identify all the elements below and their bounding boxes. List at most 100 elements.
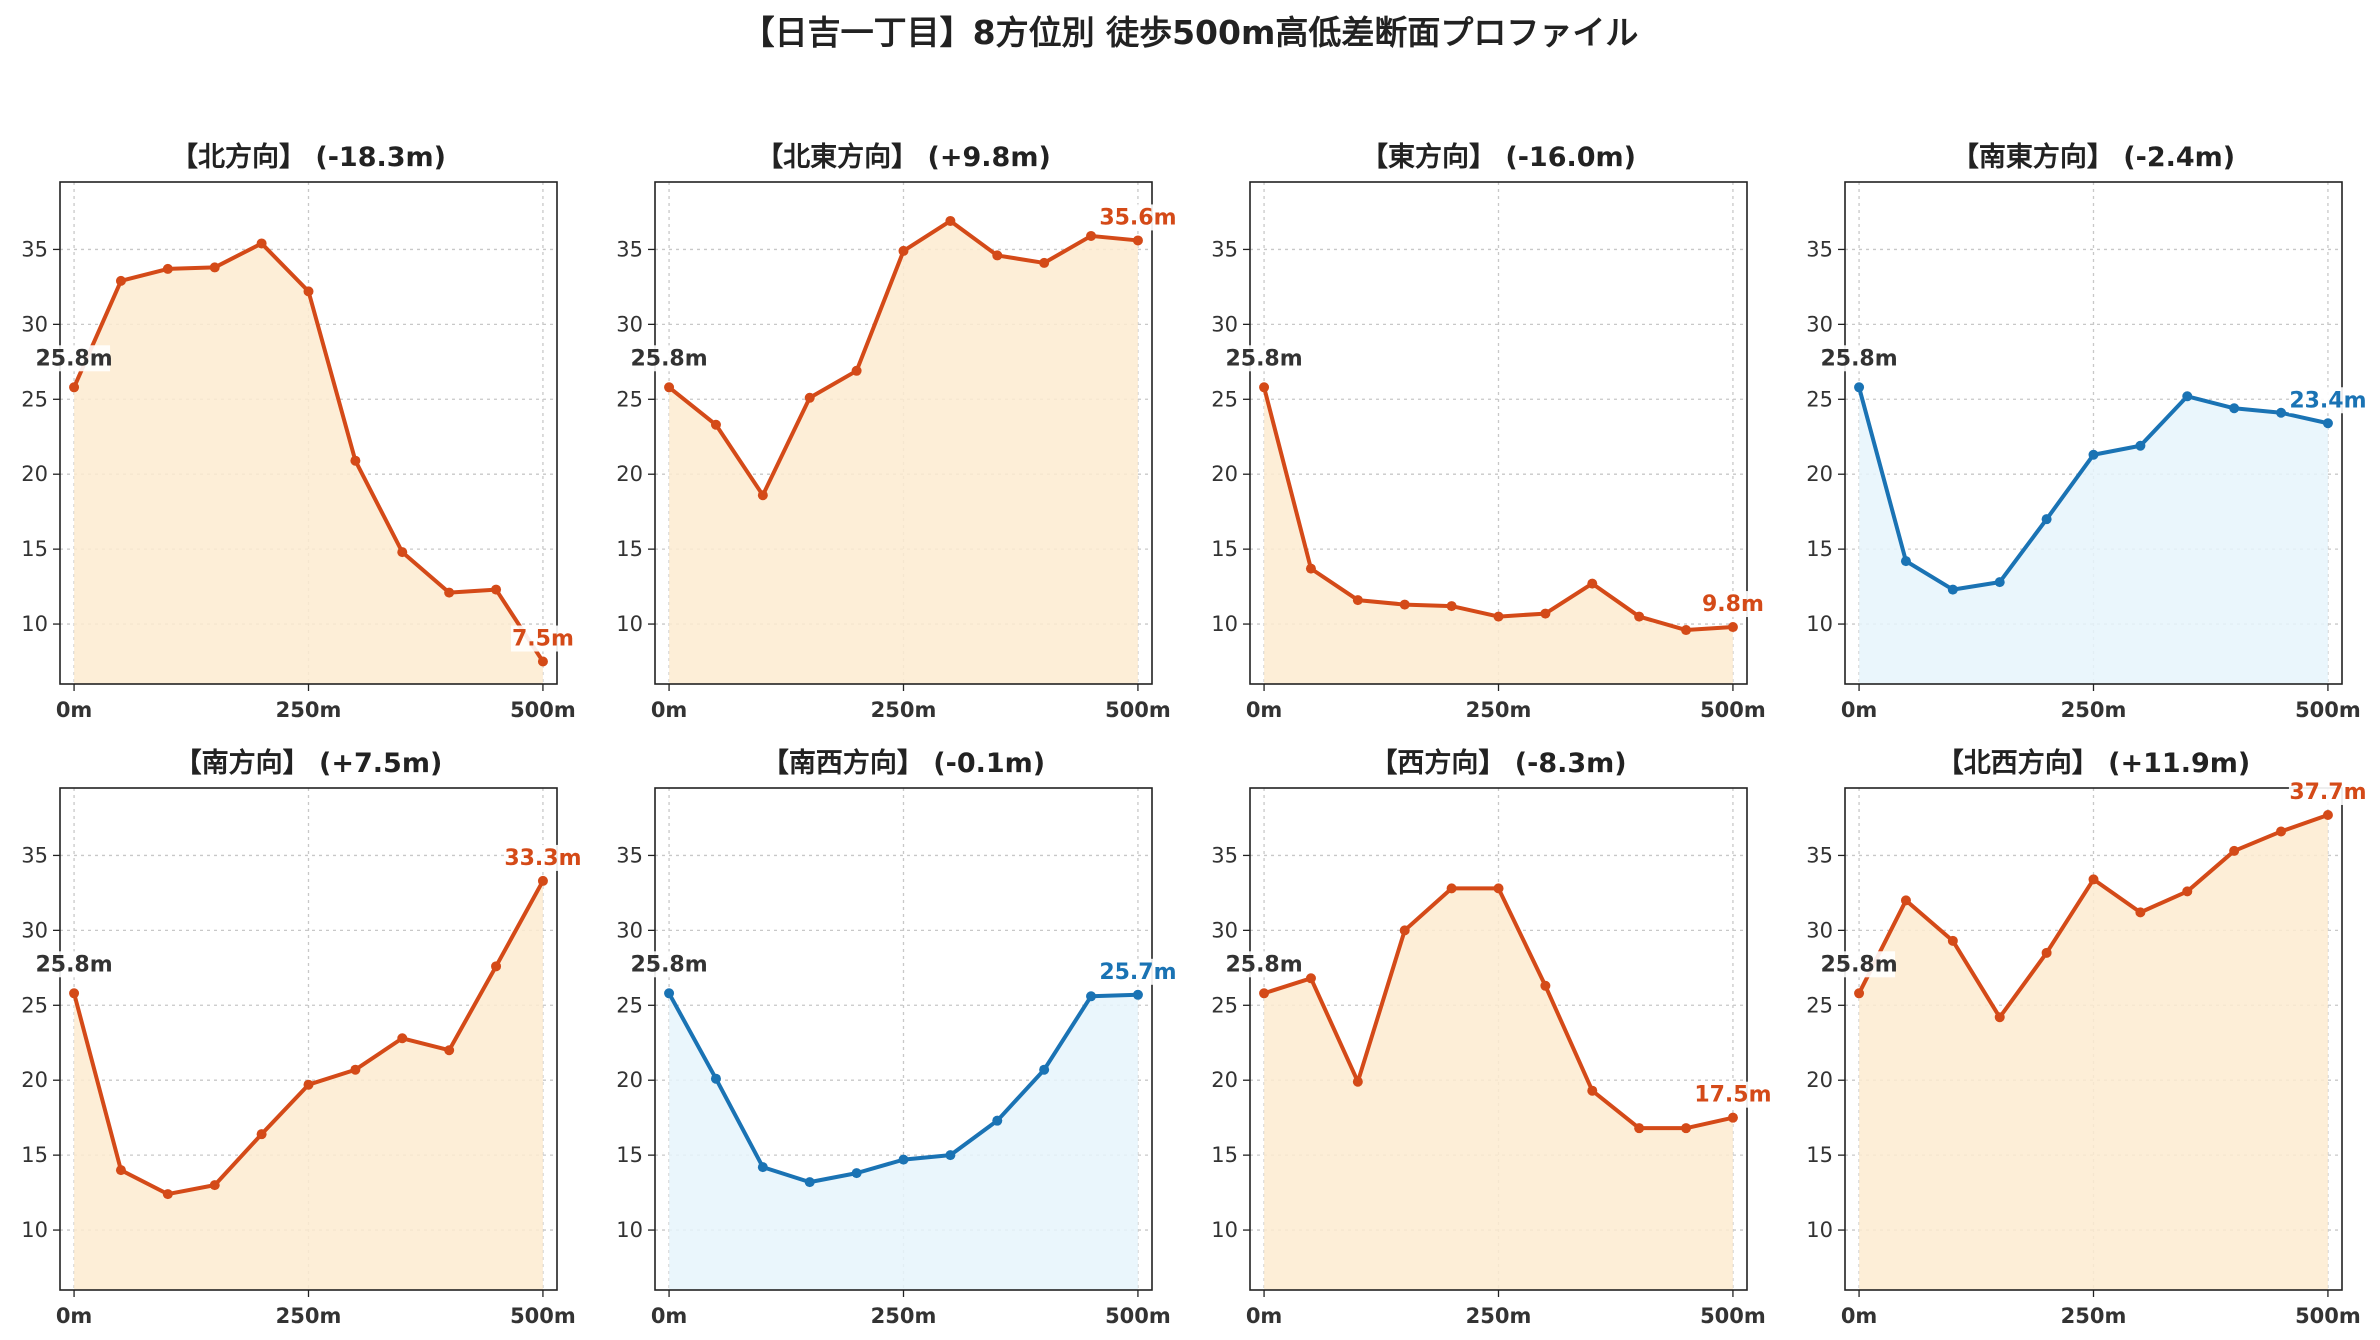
data-point xyxy=(710,1073,721,1084)
start-label-bg xyxy=(633,951,706,978)
y-tick-label: 25 xyxy=(1211,387,1238,411)
y-tick-label: 35 xyxy=(21,843,48,867)
x-tick-label: 500m xyxy=(510,1304,576,1328)
start-label-bg xyxy=(38,951,111,978)
y-tick-label: 10 xyxy=(1211,612,1238,636)
area-fill xyxy=(669,993,1138,1290)
panel-6: 【南西方向】 (-0.1m) 10 15 20 25 30 35 0m 250m 500m 25.8… xyxy=(616,747,1177,1328)
y-tick-label: 10 xyxy=(1211,1218,1238,1242)
data-point xyxy=(1994,577,2005,588)
x-tick-label: 500m xyxy=(1105,698,1171,722)
area-fill xyxy=(1859,814,2328,1290)
data-point xyxy=(945,215,956,226)
data-point xyxy=(397,1033,408,1044)
x-tick-label: 500m xyxy=(1105,1304,1171,1328)
data-point xyxy=(1259,988,1270,999)
data-point xyxy=(898,245,909,256)
y-tick-label: 20 xyxy=(616,1068,643,1092)
data-point xyxy=(256,238,267,249)
data-point xyxy=(115,275,126,286)
data-point xyxy=(537,875,548,886)
data-point xyxy=(209,262,220,273)
data-point xyxy=(1947,935,1958,946)
data-point xyxy=(1039,1064,1050,1075)
data-point xyxy=(350,1064,361,1075)
data-point xyxy=(757,1162,768,1173)
panel-title: 【南東方向】 (-2.4m) xyxy=(1952,141,2235,173)
end-elevation-label: 23.4m xyxy=(2289,388,2366,413)
data-point xyxy=(851,365,862,376)
panel-title: 【北方向】 (-18.3m) xyxy=(171,141,446,173)
data-point xyxy=(1681,625,1692,636)
data-point xyxy=(1259,382,1270,393)
y-tick-label: 15 xyxy=(1211,537,1238,561)
data-point xyxy=(664,988,675,999)
data-point xyxy=(69,988,80,999)
x-tick-label: 0m xyxy=(651,698,688,722)
data-point xyxy=(1352,1076,1363,1087)
panel-4: 【南東方向】 (-2.4m) 10 15 20 25 30 35 0m 250m 500m 25.8… xyxy=(1806,141,2367,722)
start-label-bg xyxy=(1228,951,1301,978)
y-tick-label: 30 xyxy=(1806,312,1833,336)
data-point xyxy=(664,382,675,393)
end-elevation-label: 25.7m xyxy=(1099,960,1176,985)
data-point xyxy=(1446,883,1457,894)
y-tick-label: 15 xyxy=(21,1143,48,1167)
panel-title: 【東方向】 (-16.0m) xyxy=(1361,141,1636,173)
data-point xyxy=(1540,980,1551,991)
y-tick-label: 20 xyxy=(21,1068,48,1092)
y-tick-label: 10 xyxy=(1806,612,1833,636)
end-label-bg xyxy=(2288,778,2367,805)
y-tick-label: 10 xyxy=(1806,1218,1833,1242)
data-point xyxy=(992,1115,1003,1126)
y-tick-label: 25 xyxy=(1806,387,1833,411)
data-point xyxy=(1854,382,1865,393)
data-point xyxy=(757,490,768,501)
data-point xyxy=(1681,1123,1692,1134)
data-point xyxy=(1086,991,1097,1002)
x-tick-label: 500m xyxy=(1700,698,1766,722)
start-elevation-label: 25.8m xyxy=(1820,952,1897,977)
data-point xyxy=(1727,1112,1738,1123)
panel-title: 【南西方向】 (-0.1m) xyxy=(762,747,1045,779)
y-tick-label: 15 xyxy=(1211,1143,1238,1167)
data-point xyxy=(2135,440,2146,451)
x-tick-label: 250m xyxy=(2061,698,2127,722)
y-tick-label: 35 xyxy=(616,237,643,261)
y-tick-label: 15 xyxy=(1806,537,1833,561)
y-tick-label: 20 xyxy=(1211,462,1238,486)
data-point xyxy=(1305,563,1316,574)
start-elevation-label: 25.8m xyxy=(35,346,112,371)
data-point xyxy=(1086,230,1097,241)
start-elevation-label: 25.8m xyxy=(1225,952,1302,977)
panel-1: 【北方向】 (-18.3m) 10 15 20 25 30 35 0m 250m 500m 25.8… xyxy=(21,141,576,722)
y-tick-label: 35 xyxy=(21,237,48,261)
y-tick-label: 30 xyxy=(616,312,643,336)
y-tick-label: 25 xyxy=(21,993,48,1017)
data-point xyxy=(1352,595,1363,606)
x-tick-label: 250m xyxy=(871,1304,937,1328)
panel-2: 【北東方向】 (+9.8m) 10 15 20 25 30 35 0m 250m 500m 25.8… xyxy=(616,141,1177,722)
data-point xyxy=(1399,925,1410,936)
y-tick-label: 25 xyxy=(616,993,643,1017)
x-tick-label: 0m xyxy=(56,1304,93,1328)
data-point xyxy=(303,1079,314,1090)
end-elevation-label: 9.8m xyxy=(1702,592,1764,617)
y-tick-label: 35 xyxy=(1211,843,1238,867)
data-point xyxy=(1947,584,1958,595)
data-point xyxy=(1587,1085,1598,1096)
end-label-bg xyxy=(1098,958,1177,985)
data-point xyxy=(1854,988,1865,999)
data-point xyxy=(1994,1012,2005,1023)
data-point xyxy=(491,584,502,595)
start-label-bg xyxy=(1228,345,1301,372)
data-point xyxy=(444,1045,455,1056)
x-tick-label: 500m xyxy=(1700,1304,1766,1328)
data-point xyxy=(2135,907,2146,918)
data-point xyxy=(1132,235,1143,246)
panel-5: 【南方向】 (+7.5m) 10 15 20 25 30 35 0m 250m 500m 25.8m… xyxy=(21,747,582,1328)
data-point xyxy=(115,1165,126,1176)
y-tick-label: 15 xyxy=(1806,1143,1833,1167)
start-elevation-label: 25.8m xyxy=(35,952,112,977)
y-tick-label: 20 xyxy=(21,462,48,486)
